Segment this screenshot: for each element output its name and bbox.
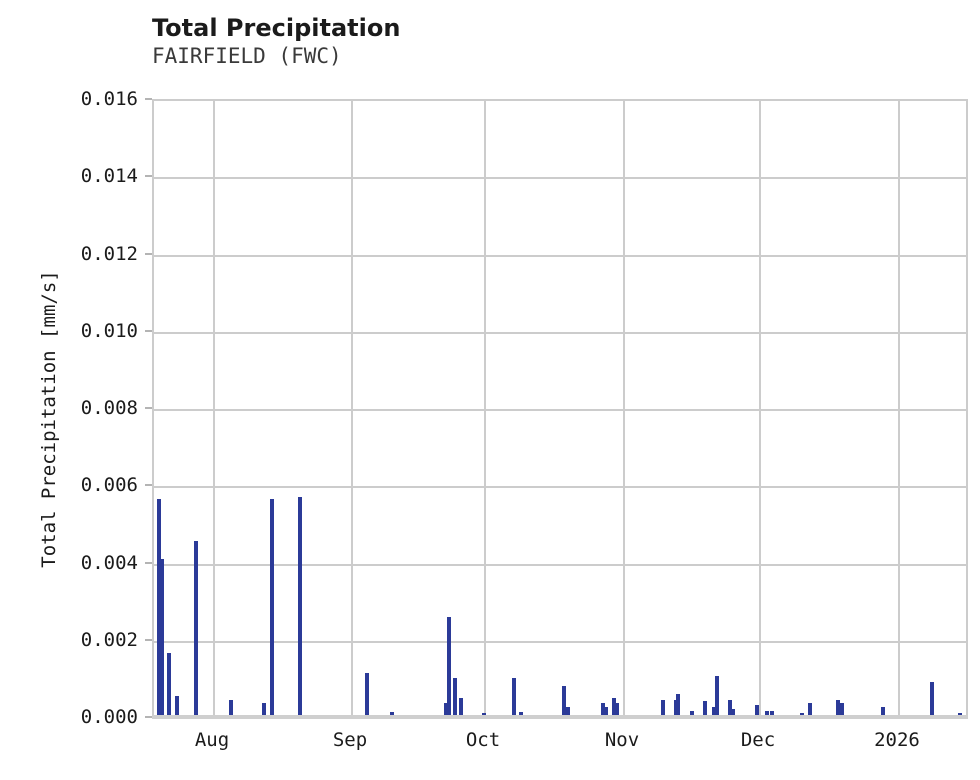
bar <box>755 705 759 715</box>
gridline-horizontal <box>154 486 966 489</box>
bar <box>566 707 570 715</box>
y-axis-tick-mark <box>145 98 152 100</box>
bar <box>770 711 774 715</box>
y-axis-tick-label: 0.008 <box>80 397 138 419</box>
gridline-horizontal <box>154 563 966 566</box>
bar <box>731 709 735 715</box>
bar <box>365 672 369 715</box>
bar <box>601 703 605 715</box>
bar <box>298 496 302 715</box>
bar <box>836 699 840 715</box>
x-axis-tick-label: 2026 <box>874 729 920 751</box>
page-title: Total Precipitation <box>152 14 401 42</box>
gridline-vertical <box>484 101 486 715</box>
y-axis-tick-label: 0.012 <box>80 242 138 265</box>
bar <box>390 711 394 715</box>
bar <box>765 711 769 715</box>
y-axis-tick-label: 0.006 <box>80 474 138 497</box>
y-axis-tick-label: 0.000 <box>80 706 138 728</box>
bar <box>175 695 179 715</box>
bar <box>690 711 694 715</box>
plot-inner <box>154 101 966 715</box>
x-axis-tick-label: Nov <box>604 729 640 751</box>
gridline-vertical <box>213 101 215 715</box>
bar <box>160 558 164 715</box>
bar <box>612 697 616 715</box>
bar <box>459 697 463 715</box>
bar <box>800 712 804 715</box>
bar <box>840 703 844 715</box>
y-axis-tick-mark <box>145 175 152 178</box>
y-axis-tick-label: 0.016 <box>80 88 138 110</box>
bar <box>444 703 448 715</box>
bar <box>930 682 934 715</box>
bar <box>194 541 198 715</box>
bar <box>157 498 161 715</box>
gridline-horizontal <box>154 254 966 257</box>
y-axis-tick-mark <box>145 484 152 487</box>
bar <box>229 699 233 715</box>
bar <box>512 678 516 715</box>
gridline-vertical <box>759 101 761 715</box>
y-axis-tick-mark <box>145 407 152 409</box>
y-axis-tick-mark <box>145 638 152 641</box>
plot-area <box>152 99 968 717</box>
gridline-vertical <box>623 101 625 715</box>
y-axis-tick-label: 0.004 <box>80 551 138 574</box>
gridline-horizontal <box>154 409 966 411</box>
y-axis-tick-mark <box>145 252 152 255</box>
bar <box>881 707 885 715</box>
gridline-horizontal <box>154 331 966 334</box>
gridline-vertical <box>898 101 900 715</box>
bar <box>562 686 566 715</box>
x-axis-tick-label: Sep <box>332 729 368 751</box>
bar <box>728 699 732 715</box>
y-axis-tick-mark <box>145 716 152 718</box>
bar <box>676 693 680 715</box>
y-axis-tick-mark <box>145 561 152 564</box>
bar <box>715 676 719 715</box>
bar <box>453 678 457 715</box>
bar <box>615 703 619 715</box>
bar <box>604 707 608 715</box>
bar <box>712 707 716 715</box>
y-axis-tick-label: 0.002 <box>80 628 138 651</box>
bar <box>482 713 486 715</box>
gridline-horizontal <box>154 177 966 180</box>
x-axis-tick-label: Dec <box>740 729 776 751</box>
bar <box>262 703 266 715</box>
x-axis-tick-label: Aug <box>194 729 230 751</box>
bar <box>167 653 171 715</box>
gridline-horizontal <box>154 640 966 643</box>
y-axis-tick-mark <box>145 329 152 332</box>
axis-baseline <box>152 715 968 719</box>
bar <box>519 711 523 715</box>
chart-subtitle: FAIRFIELD (FWC) <box>152 44 342 68</box>
y-axis-tick-label: 0.010 <box>80 319 138 342</box>
bar <box>270 498 274 715</box>
bar <box>958 712 962 715</box>
bar <box>447 616 451 715</box>
gridline-vertical <box>351 101 353 715</box>
y-axis-tick-label: 0.014 <box>80 165 138 188</box>
title-block: Total Precipitation FAIRFIELD (FWC) <box>152 14 852 70</box>
bar <box>808 703 812 715</box>
bar <box>661 699 665 715</box>
bar <box>703 701 707 715</box>
x-axis-tick-label: Oct <box>465 729 501 751</box>
